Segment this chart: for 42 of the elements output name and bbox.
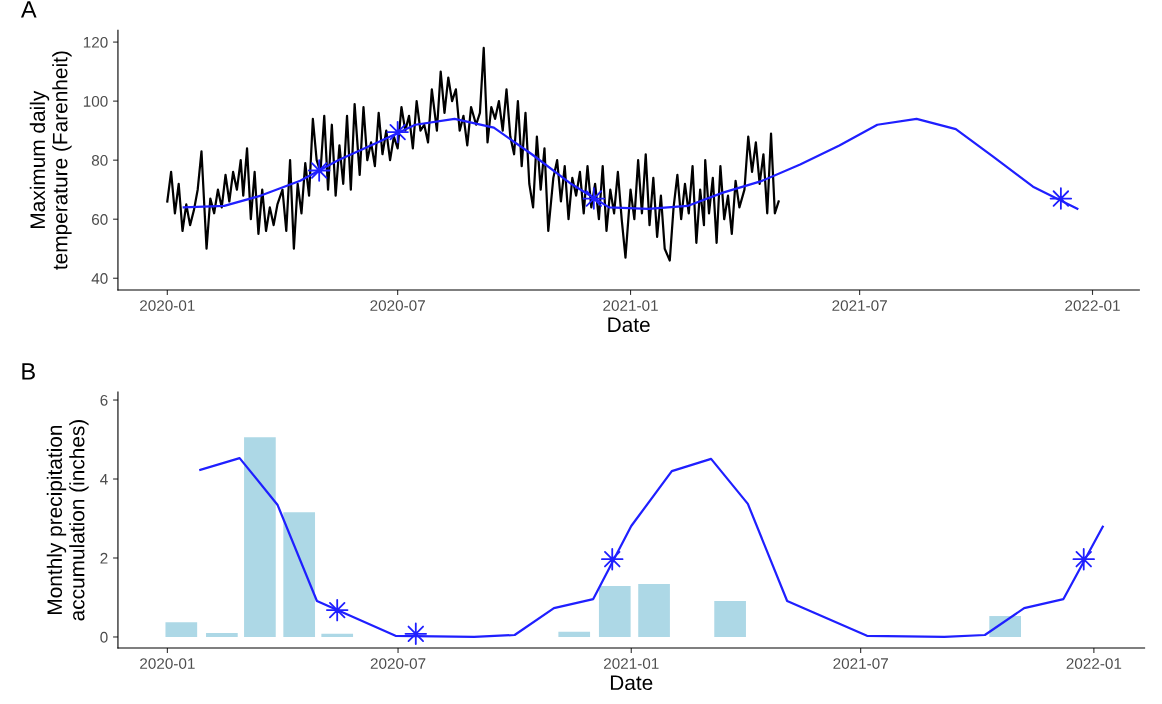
point <box>601 547 624 571</box>
text: B <box>22 363 35 380</box>
y-tick-label: 6 <box>100 394 108 406</box>
line-series <box>182 117 1079 210</box>
bar <box>598 586 631 637</box>
point <box>1072 547 1095 571</box>
y-tick-label: 4 <box>100 474 108 485</box>
bar <box>989 616 1021 637</box>
bar <box>714 601 746 637</box>
x-tick-label: 2022-01 <box>1065 300 1120 311</box>
text: A <box>20 1 37 18</box>
x-tick-label: 2020-07 <box>370 300 425 311</box>
y-axis-title: Maximum daily temperature (Farenheit) <box>29 51 72 270</box>
y-axis-title: Monthly precipitation accumulation (inches) <box>46 420 89 621</box>
x-tick-label: 2021-07 <box>832 300 887 311</box>
x-tick-label: 2021-01 <box>603 658 659 669</box>
y-tick-label: 40 <box>91 273 108 284</box>
x-tick-label: 2021-01 <box>603 300 658 311</box>
line-series <box>166 46 780 262</box>
bar <box>165 622 198 637</box>
point <box>326 598 349 622</box>
bar <box>558 631 591 637</box>
y-tick-label: 100 <box>83 95 108 107</box>
point <box>386 120 409 144</box>
y-tick-label: 120 <box>83 36 108 48</box>
y-tick-label: 60 <box>92 214 108 225</box>
x-tick-label: 2020-01 <box>140 658 195 669</box>
bar <box>638 584 670 637</box>
x-tick-label: 2020-07 <box>370 658 426 669</box>
bar <box>244 437 276 637</box>
point <box>404 622 427 646</box>
bar <box>321 633 354 637</box>
x-axis-title: Date <box>610 675 653 691</box>
y-tick-label: 80 <box>91 155 108 166</box>
y-tick-label: 2 <box>100 552 108 564</box>
y-tick-label: 0 <box>100 631 108 643</box>
x-axis-title: Date <box>608 317 650 333</box>
bar <box>283 512 316 637</box>
x-tick-label: 2022-01 <box>1066 658 1122 669</box>
x-tick-label: 2020-01 <box>140 300 195 311</box>
bar <box>206 633 238 637</box>
x-tick-label: 2021-07 <box>833 658 888 669</box>
